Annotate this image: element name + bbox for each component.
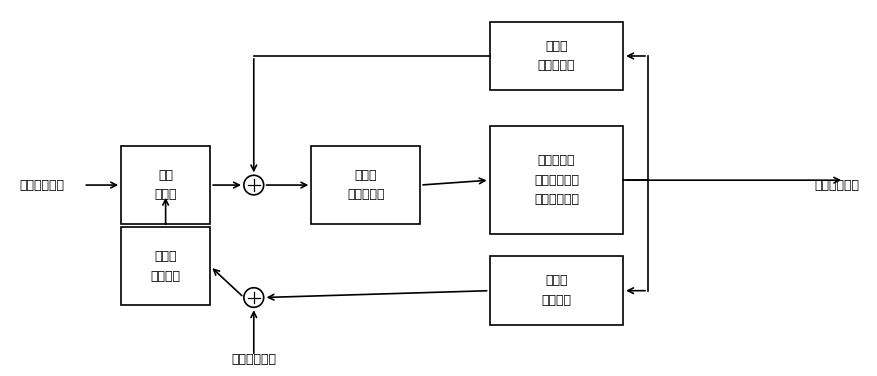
- Text: 控制器: 控制器: [154, 188, 176, 201]
- Text: 摩擦焊接系统: 摩擦焊接系统: [533, 174, 578, 186]
- Text: 机器人搅拌: 机器人搅拌: [537, 154, 574, 167]
- Bar: [489, 22, 623, 90]
- Text: 机器人: 机器人: [354, 169, 376, 182]
- Bar: [489, 256, 623, 325]
- Text: 设定的阈值力: 设定的阈值力: [231, 353, 276, 366]
- Text: 理想规划轨迹: 理想规划轨迹: [19, 179, 64, 191]
- Circle shape: [244, 288, 263, 307]
- Text: 实际运动轨迹: 实际运动轨迹: [813, 179, 858, 191]
- Text: 机器人: 机器人: [154, 250, 176, 263]
- Bar: [121, 146, 210, 224]
- Text: 机器人: 机器人: [545, 274, 567, 287]
- Circle shape: [244, 175, 263, 195]
- Text: 关节传感器: 关节传感器: [537, 59, 574, 72]
- Bar: [121, 227, 210, 305]
- Text: 的机器人关节: 的机器人关节: [533, 193, 578, 206]
- Text: 力控制器: 力控制器: [151, 270, 181, 282]
- Text: 位置控制器: 位置控制器: [346, 188, 384, 201]
- Text: 力传感器: 力传感器: [541, 294, 571, 307]
- Bar: [310, 146, 420, 224]
- Text: 前馈: 前馈: [158, 169, 173, 182]
- Bar: [489, 126, 623, 234]
- Text: 机器人: 机器人: [545, 40, 567, 53]
